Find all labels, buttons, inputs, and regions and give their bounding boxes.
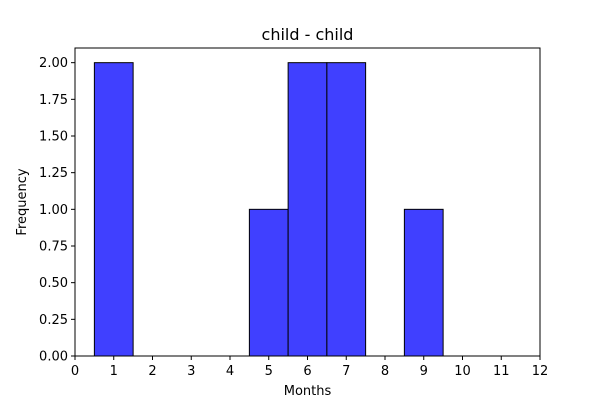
histogram-bar bbox=[287, 62, 328, 357]
x-tick-label: 7 bbox=[342, 364, 350, 379]
x-tick-label: 8 bbox=[381, 364, 389, 379]
ticks-layer: 0 1 2 3 4 5 6 7 8 9 10 11 120.000.250.500.751.001.25… bbox=[39, 56, 548, 379]
y-axis-label: Frequency bbox=[15, 168, 30, 235]
x-tick-label: 6 bbox=[303, 364, 311, 379]
histogram-bar bbox=[93, 62, 134, 357]
x-tick-label: 3 bbox=[187, 364, 195, 379]
bars-layer bbox=[93, 62, 444, 357]
x-tick-label: 9 bbox=[420, 364, 428, 379]
x-tick-label: 2 bbox=[148, 364, 156, 379]
y-tick-label: 0.75 bbox=[39, 240, 68, 255]
y-tick-label: 0.00 bbox=[39, 350, 68, 365]
x-tick-label: 12 bbox=[532, 364, 549, 379]
plot-frame bbox=[74, 47, 541, 357]
x-tick-label: 5 bbox=[265, 364, 273, 379]
y-tick-label: 0.50 bbox=[39, 276, 68, 291]
chart-title: child - child bbox=[262, 25, 354, 44]
histogram-bar bbox=[403, 208, 444, 357]
y-tick-label: 1.75 bbox=[39, 93, 68, 108]
y-tick-label: 0.25 bbox=[39, 313, 68, 328]
histogram-bar bbox=[248, 208, 289, 357]
y-tick-label: 2.00 bbox=[39, 56, 68, 71]
x-tick-label: 11 bbox=[493, 364, 510, 379]
y-tick-label: 1.00 bbox=[39, 203, 68, 218]
x-tick-label: 1 bbox=[110, 364, 118, 379]
x-axis-label: Months bbox=[284, 384, 332, 399]
y-tick-label: 1.25 bbox=[39, 166, 68, 181]
y-tick-label: 1.50 bbox=[39, 130, 68, 145]
x-tick-label: 4 bbox=[226, 364, 234, 379]
x-tick-label: 0 bbox=[71, 364, 79, 379]
histogram-bar bbox=[326, 62, 367, 357]
x-tick-label: 10 bbox=[454, 364, 471, 379]
